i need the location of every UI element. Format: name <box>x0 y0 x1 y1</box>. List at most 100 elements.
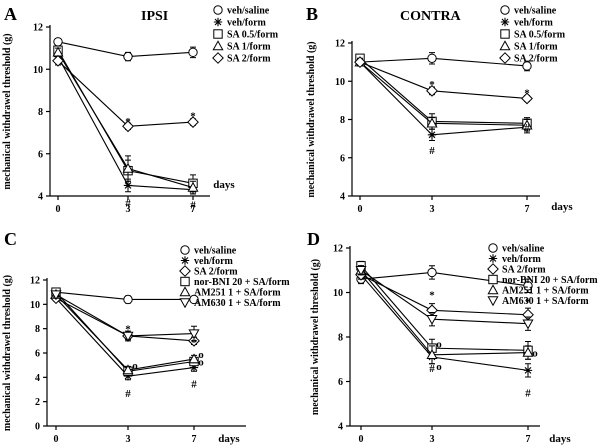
x-tick-label: 0 <box>54 434 59 445</box>
significance-mark: # <box>191 378 197 390</box>
data-point <box>53 37 63 47</box>
data-point <box>522 319 534 330</box>
y-tick-label: 8 <box>340 115 345 126</box>
y-tick-label: 12 <box>335 39 345 50</box>
legend-marker <box>179 265 191 277</box>
legend-marker <box>488 254 498 263</box>
data-point <box>122 162 134 173</box>
legend-marker <box>500 5 510 15</box>
x-tick-label: 3 <box>430 204 435 215</box>
y-axis-label: mechanical withdrawel threshold (g) <box>2 275 13 431</box>
x-tick-label: 7 <box>192 434 197 445</box>
data-point <box>123 294 133 305</box>
data-point <box>355 266 367 276</box>
y-tick-label: 4 <box>340 192 345 203</box>
significance-mark: o <box>198 357 204 369</box>
data-point <box>122 120 134 133</box>
legend-label: veh/saline <box>502 244 545 255</box>
legend-label: nor-BNI 20 + SA/form <box>194 277 290 288</box>
data-point <box>123 51 133 62</box>
significance-mark: * <box>191 337 197 349</box>
x-tick-label: 0 <box>56 204 61 215</box>
panel-c: C 0 2 4 6 8 10 12 0 3 7 mechanical withdrawel thres… <box>2 229 290 445</box>
data-point <box>187 116 199 128</box>
significance-mark: * <box>429 79 435 91</box>
x-tick-label: 7 <box>191 204 196 215</box>
legend-label: veh/form <box>502 254 542 265</box>
x-tick-label: 7 <box>525 204 530 215</box>
legend-marker <box>213 5 223 15</box>
y-tick-label: 0 <box>35 422 40 433</box>
y-tick-label: 4 <box>338 422 343 433</box>
legend-marker <box>180 276 190 287</box>
x-tick-label: 3 <box>430 434 435 445</box>
data-point <box>122 364 134 375</box>
significance-mark: * <box>525 296 531 308</box>
panel-label: D <box>307 229 320 249</box>
data-point <box>427 267 437 278</box>
data-point <box>426 315 438 325</box>
legend-label: veh/saline <box>514 6 557 17</box>
y-tick-label: 10 <box>30 300 40 311</box>
x-tick-label: 7 <box>526 434 531 445</box>
legend-marker <box>179 298 191 309</box>
panel-label: B <box>306 4 318 24</box>
series-line <box>359 57 528 124</box>
data-point <box>522 61 532 71</box>
legend-label: SA 2/form <box>194 267 238 278</box>
legend-marker <box>488 274 498 285</box>
data-point <box>426 117 438 128</box>
legend-marker <box>213 29 223 39</box>
y-axis-label: mechanical withdrawel threshold (g) <box>310 259 321 415</box>
x-axis-label: days <box>551 201 573 213</box>
legend-marker <box>500 29 510 39</box>
legend-label: veh/form <box>227 18 267 29</box>
significance-mark: * <box>190 111 196 123</box>
legend-marker <box>487 263 499 275</box>
legend-marker <box>180 245 190 255</box>
legend-label: veh/form <box>514 18 554 29</box>
y-tick-label: 6 <box>338 377 343 388</box>
y-tick-label: 4 <box>35 373 40 384</box>
significance-mark: * <box>429 290 435 302</box>
y-tick-label: 12 <box>30 276 40 287</box>
data-point <box>188 329 200 340</box>
y-axis-label: mechanical withdrawel threshold (g) <box>306 41 317 197</box>
data-point <box>426 349 438 359</box>
y-tick-label: 8 <box>38 107 43 118</box>
x-tick-label: 3 <box>126 204 131 215</box>
data-point <box>521 92 533 105</box>
data-point <box>123 371 133 381</box>
y-tick-label: 10 <box>33 65 43 76</box>
legend-marker <box>180 256 190 265</box>
significance-mark: # <box>125 197 131 209</box>
legend-marker <box>499 52 511 64</box>
significance-mark: * <box>125 116 131 128</box>
legend-label: SA 2/form <box>227 54 271 65</box>
legend-marker <box>179 286 191 297</box>
legend-marker <box>212 40 224 51</box>
data-point <box>426 84 438 97</box>
x-axis-label: days <box>218 433 240 445</box>
significance-mark: o <box>132 360 138 372</box>
y-tick-label: 12 <box>33 23 43 34</box>
data-point <box>523 366 533 375</box>
significance-mark: # <box>429 145 435 157</box>
y-tick-label: 6 <box>35 349 40 360</box>
data-point <box>122 331 134 342</box>
legend-marker <box>488 243 498 253</box>
y-axis-label: mechanical withdrawel threshold (g) <box>2 33 13 189</box>
data-point <box>354 56 366 69</box>
legend-label: veh/saline <box>227 6 270 17</box>
legend-label: SA 1/form <box>514 42 558 53</box>
legend-label: nor-BNI 20 + SA/form <box>502 275 598 286</box>
data-point <box>188 47 198 58</box>
significance-mark: # <box>125 388 131 400</box>
data-point <box>523 281 533 291</box>
panel-label: C <box>4 229 17 249</box>
y-tick-label: 6 <box>38 149 43 160</box>
x-tick-label: 0 <box>358 204 363 215</box>
significance-mark: o <box>436 339 442 351</box>
data-point <box>427 53 437 63</box>
